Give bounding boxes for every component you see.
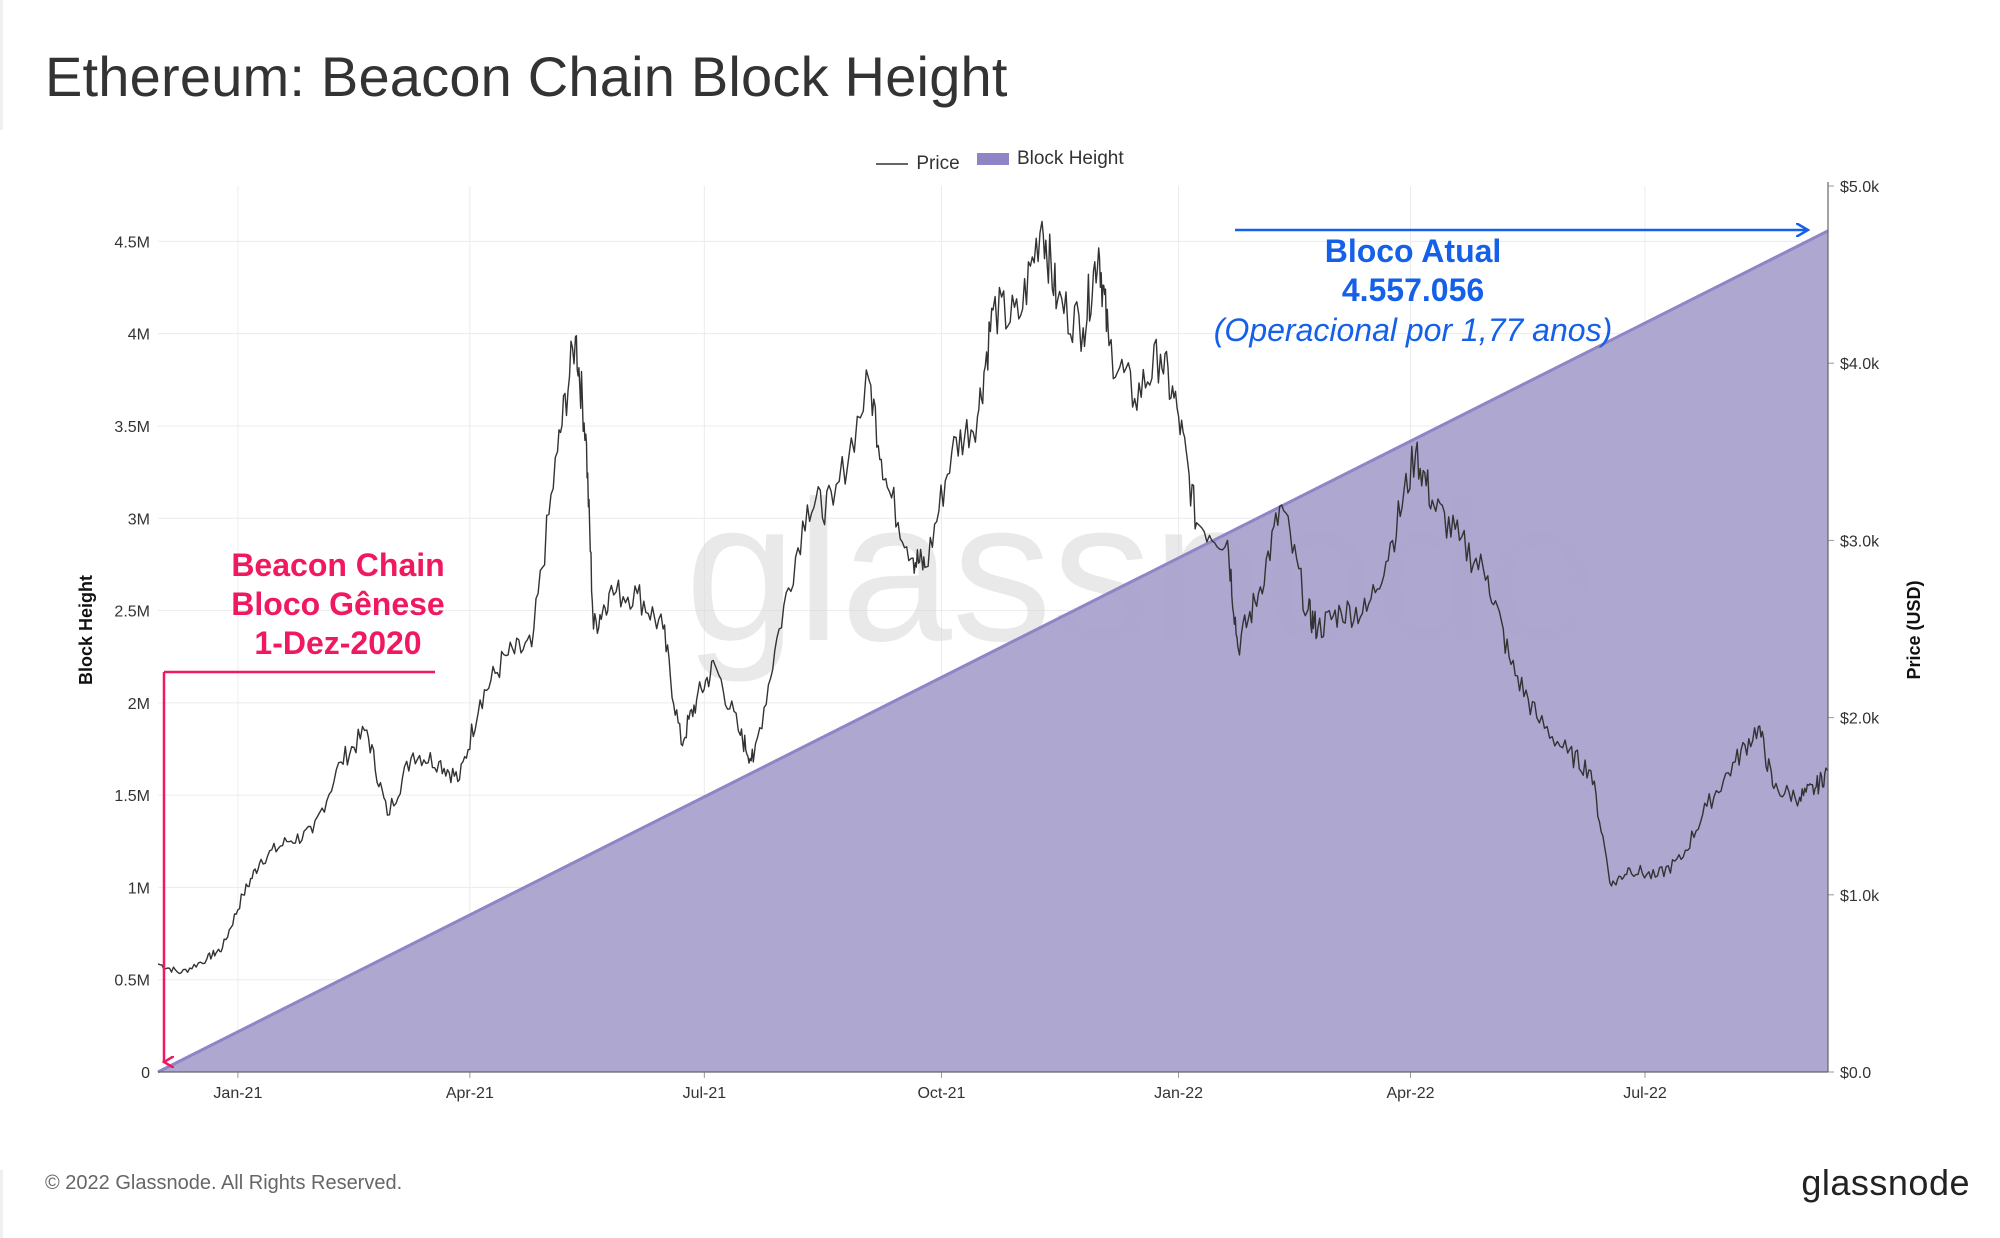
x-tick-label: Oct-21: [917, 1085, 965, 1102]
y-left-tick-label: 2.5M: [114, 604, 150, 621]
y-left-tick-label: 3.5M: [114, 419, 150, 436]
legend-block-label: Block Height: [1016, 148, 1124, 169]
x-tick-label: Jan-21: [213, 1085, 262, 1102]
x-tick-label: Jul-22: [1623, 1085, 1667, 1102]
current-annotation-line3: (Operacional por 1,77 anos): [1214, 312, 1612, 348]
y-right-tick-label: $0.0: [1840, 1065, 1871, 1082]
x-tick-label: Apr-21: [446, 1085, 494, 1102]
y-right-tick-label: $2.0k: [1840, 711, 1880, 728]
glassnode-logo: glassnode: [1801, 1162, 1970, 1203]
x-tick-label: Apr-22: [1386, 1085, 1434, 1102]
genesis-annotation-line2: Bloco Gênese: [231, 586, 444, 622]
y-left-tick-label: 4M: [128, 327, 150, 344]
legend-price-label: Price: [916, 153, 960, 174]
block-height-area-layer: [157, 229, 1829, 1074]
legend-price-swatch: [876, 163, 909, 165]
current-annotation-line2: 4.557.056: [1342, 272, 1484, 308]
y-left-tick-label: 0: [141, 1065, 150, 1082]
left-edge-strip: [0, 0, 3, 130]
y-left-tick-label: 1.5M: [114, 788, 150, 805]
legend-item-price[interactable]: Price: [876, 153, 960, 175]
price-line-layer: [157, 220, 1829, 975]
copyright-text: © 2022 Glassnode. All Rights Reserved.: [45, 1172, 403, 1194]
y-right-axis-title: Price (USD): [1904, 580, 1924, 679]
legend-block-swatch: [976, 153, 1009, 165]
genesis-annotation-line3: 1-Dez-2020: [254, 625, 421, 661]
y-left-tick-label: 0.5M: [114, 973, 150, 990]
y-left-tick-label: 3M: [128, 511, 150, 528]
left-edge-strip-bottom: [0, 1170, 3, 1238]
y-left-axis-title: Block Height: [76, 575, 96, 685]
chart-legend: Price Block Height: [0, 148, 2000, 175]
legend-item-block-height[interactable]: Block Height: [976, 148, 1124, 170]
block-height-line: [157, 229, 1829, 1074]
y-left-tick-label: 4.5M: [114, 234, 150, 251]
y-right-tick-label: $1.0k: [1840, 888, 1880, 905]
y-right-tick-label: $4.0k: [1840, 356, 1880, 373]
y-left-tick-label: 2M: [128, 696, 150, 713]
page-title: Ethereum: Beacon Chain Block Height: [45, 45, 1008, 108]
price-line: [157, 220, 1829, 975]
axes: Jan-21 Apr-21 Jul-21 Oct-21 Jan-22 Apr-22 Jul-…: [76, 179, 1924, 1102]
current-annotation-line1: Bloco Atual: [1325, 233, 1502, 269]
genesis-annotation-line1: Beacon Chain: [231, 547, 444, 583]
x-tick-label: Jan-22: [1154, 1085, 1203, 1102]
x-tick-label: Jul-21: [683, 1085, 727, 1102]
y-right-tick-label: $3.0k: [1840, 533, 1880, 550]
y-left-tick-label: 1M: [128, 880, 150, 897]
y-right-tick-label: $5.0k: [1840, 179, 1880, 196]
